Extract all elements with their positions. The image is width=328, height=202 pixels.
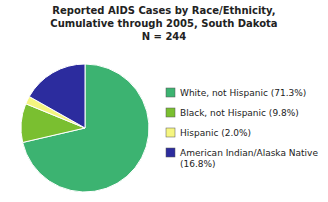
- legend-label: Black, not Hispanic (9.8%): [180, 108, 299, 118]
- legend-swatch: [166, 88, 175, 97]
- legend-swatch: [166, 148, 175, 157]
- legend: White, not Hispanic (71.3%) Black, not Hi…: [166, 88, 318, 169]
- legend-label: White, not Hispanic (71.3%): [180, 88, 306, 98]
- legend-label: Hispanic (2.0%): [180, 128, 251, 138]
- title: Reported AIDS Cases by Race/Ethnicity,Cu…: [50, 5, 277, 42]
- pie-slice: [29, 64, 85, 128]
- pie: [21, 64, 149, 192]
- legend-swatch: [166, 108, 175, 117]
- legend-swatch: [166, 128, 175, 137]
- chart: Reported AIDS Cases by Race/Ethnicity,Cu…: [0, 0, 328, 202]
- legend-label: American Indian/Alaska Native(16.8%): [180, 148, 318, 169]
